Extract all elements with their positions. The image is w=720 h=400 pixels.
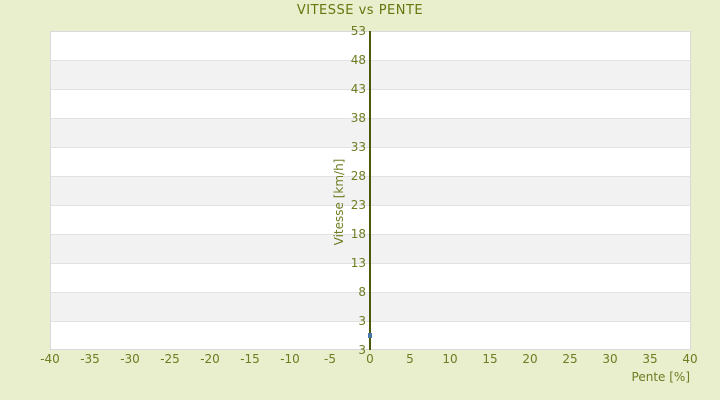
y-gridline	[51, 147, 690, 148]
y-tick-label: 8	[358, 285, 366, 299]
plot-band	[51, 32, 690, 61]
plot-band	[51, 90, 690, 119]
y-tick-label: 28	[350, 169, 366, 183]
x-tick-label: 20	[522, 352, 538, 366]
y-tick-label: 3	[358, 343, 366, 357]
y-gridline	[51, 263, 690, 264]
y-gridline	[51, 89, 690, 90]
plot-band	[51, 235, 690, 264]
y-gridline	[51, 234, 690, 235]
data-point	[368, 333, 372, 338]
plot-band	[51, 177, 690, 206]
x-tick-label: -35	[80, 352, 100, 366]
x-tick-label: 10	[442, 352, 458, 366]
y-tick-label: 38	[350, 111, 366, 125]
y-axis-line-at-x0	[369, 31, 371, 350]
x-tick-label: -25	[160, 352, 180, 366]
plot-band	[51, 264, 690, 293]
y-tick-label: 48	[350, 53, 366, 67]
x-tick-label: -10	[280, 352, 300, 366]
y-gridline	[51, 205, 690, 206]
y-tick-label: 33	[350, 140, 366, 154]
x-tick-label: 30	[602, 352, 618, 366]
y-tick-label: 23	[350, 198, 366, 212]
x-tick-label: -30	[120, 352, 140, 366]
x-axis-title: Pente [%]	[631, 370, 690, 384]
y-gridline	[51, 321, 690, 322]
x-tick-label: 0	[366, 352, 374, 366]
y-gridline	[51, 60, 690, 61]
x-tick-label: 40	[682, 352, 698, 366]
y-gridline	[51, 292, 690, 293]
x-tick-label: -20	[200, 352, 220, 366]
x-tick-label: -40	[40, 352, 60, 366]
x-tick-label: 35	[642, 352, 658, 366]
plot-band	[51, 206, 690, 235]
y-tick-label: 18	[350, 227, 366, 241]
x-tick-label: 5	[406, 352, 414, 366]
x-tick-label: 15	[482, 352, 498, 366]
plot-band	[51, 293, 690, 322]
y-gridline	[51, 118, 690, 119]
plot-band	[51, 119, 690, 148]
x-tick-label: -5	[324, 352, 336, 366]
x-tick-label: 25	[562, 352, 578, 366]
chart-title: VITESSE vs PENTE	[296, 3, 424, 18]
y-tick-label: 13	[350, 256, 366, 270]
x-tick-label: -15	[240, 352, 260, 366]
y-tick-label: 53	[350, 24, 366, 38]
plot-band	[51, 61, 690, 90]
y-gridline	[51, 176, 690, 177]
y-tick-label: 3	[358, 314, 366, 328]
plot-band	[51, 148, 690, 177]
y-tick-label: 43	[350, 82, 366, 96]
